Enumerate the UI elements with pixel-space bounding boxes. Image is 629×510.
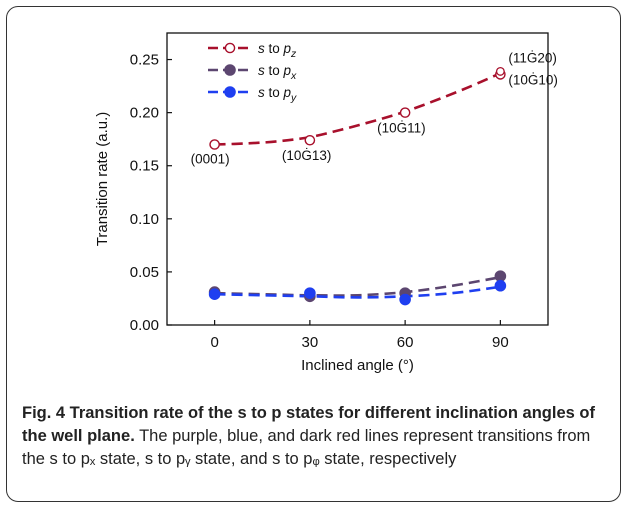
legend-marker-s-to-py	[224, 86, 236, 98]
series-line-s-to-pz	[214, 72, 501, 146]
x-tick-label: 0	[210, 334, 218, 351]
y-tick-label: 0.10	[130, 211, 159, 228]
data-point-s-to-pz	[304, 134, 316, 146]
series-markers	[208, 66, 507, 306]
x-axis-label: Inclined angle (°)	[301, 357, 414, 374]
annotation-label: (10Ġ11)	[377, 121, 426, 136]
chart-axes: 0 30 60 90 0.00 0.05 0.10 0.15 0.20 0.25	[130, 32, 549, 351]
figure-frame	[6, 6, 621, 502]
data-point-s-to-py	[399, 293, 411, 306]
data-point-s-to-px	[494, 270, 507, 282]
x-tick-label: 30	[302, 334, 319, 351]
legend-label-s-to-py: s to py	[258, 85, 297, 104]
y-axis-label: Transition rate (a.u.)	[94, 112, 111, 247]
y-tick-label: 0.05	[130, 264, 159, 281]
legend: s to pz s to px s to py	[208, 41, 297, 104]
annotation-label: (10Ġ13)	[282, 148, 332, 163]
chart: 0 30 60 90 0.00 0.05 0.10 0.15 0.20 0.25 (0001) (1…	[94, 32, 558, 374]
series-line-s-to-px	[214, 275, 501, 297]
data-point-s-to-py	[304, 287, 316, 299]
x-tick-label: 90	[492, 334, 509, 351]
y-tick-label: 0.00	[130, 317, 159, 334]
series-line-s-to-py	[214, 285, 501, 299]
data-point-s-to-pz	[495, 66, 505, 76]
data-point-s-to-pz	[399, 107, 411, 118]
data-point-s-to-pz	[209, 139, 220, 150]
legend-marker-s-to-px	[224, 64, 236, 76]
annotation-label: (11Ġ20)	[508, 50, 557, 65]
caption-title: Fig. 4 Transition rate of the s to p sta…	[22, 404, 595, 445]
legend-label-s-to-pz: s to pz	[258, 41, 297, 60]
data-point-s-to-py	[494, 279, 507, 292]
y-tick-label: 0.25	[130, 52, 159, 69]
caption-text: The purple, blue, and dark red lines rep…	[22, 427, 591, 468]
annotation-label: (10Ġ10)	[508, 72, 558, 87]
series-curves	[214, 72, 501, 299]
figure-caption: Fig. 4 Transition rate of the s to p sta…	[22, 402, 612, 471]
y-tick-label: 0.15	[130, 158, 159, 175]
plot-area-frame	[166, 32, 549, 326]
annotations: (0001) (10Ġ13) (10Ġ11) (11Ġ20) (10Ġ10)	[191, 50, 558, 166]
legend-marker-s-to-pz	[224, 42, 236, 54]
y-tick-label: 0.20	[130, 105, 159, 122]
data-point-s-to-py	[208, 288, 221, 301]
annotation-label: (0001)	[191, 151, 230, 166]
legend-label-s-to-px: s to px	[258, 63, 297, 82]
x-tick-label: 60	[397, 334, 414, 351]
